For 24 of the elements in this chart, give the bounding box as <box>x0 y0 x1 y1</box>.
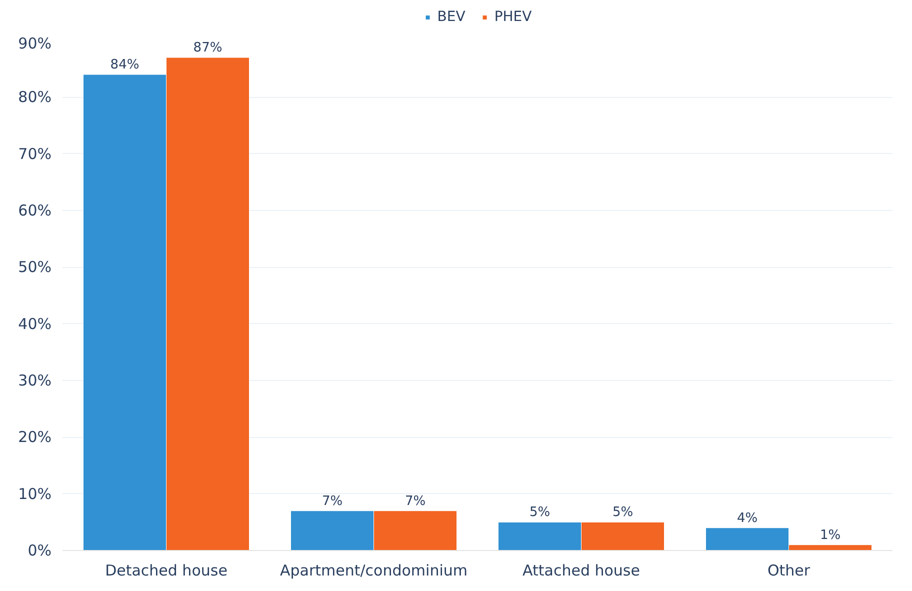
y-tick-label: 70% <box>18 144 52 163</box>
data-label: 7% <box>322 494 343 509</box>
data-label: 4% <box>736 510 758 526</box>
x-tick-label: Apartment/condominium <box>280 562 468 580</box>
y-tick-label: 50% <box>18 258 52 276</box>
x-tick-label: Detached house <box>105 562 228 580</box>
y-tick-label: 80% <box>18 88 52 106</box>
legend-label: BEV <box>437 9 466 25</box>
x-tick-label: Attached house <box>522 562 640 580</box>
legend-label: PHEV <box>494 9 532 25</box>
y-tick-label: 40% <box>18 314 52 333</box>
y-tick-label: 30% <box>18 372 52 390</box>
data-label: 5% <box>612 505 634 520</box>
y-tick-label: 0% <box>28 542 52 560</box>
data-label: 7% <box>404 494 426 509</box>
data-label: 1% <box>820 528 841 543</box>
data-label: 5% <box>529 505 550 520</box>
x-tick-label: Other <box>767 562 811 580</box>
y-tick-label: 90% <box>18 34 52 52</box>
data-label: 84% <box>110 58 140 72</box>
data-label: 87% <box>193 40 222 56</box>
y-tick-label: 20% <box>18 428 52 446</box>
y-tick-label: 10% <box>18 484 52 503</box>
y-tick-label: 60% <box>18 202 52 220</box>
